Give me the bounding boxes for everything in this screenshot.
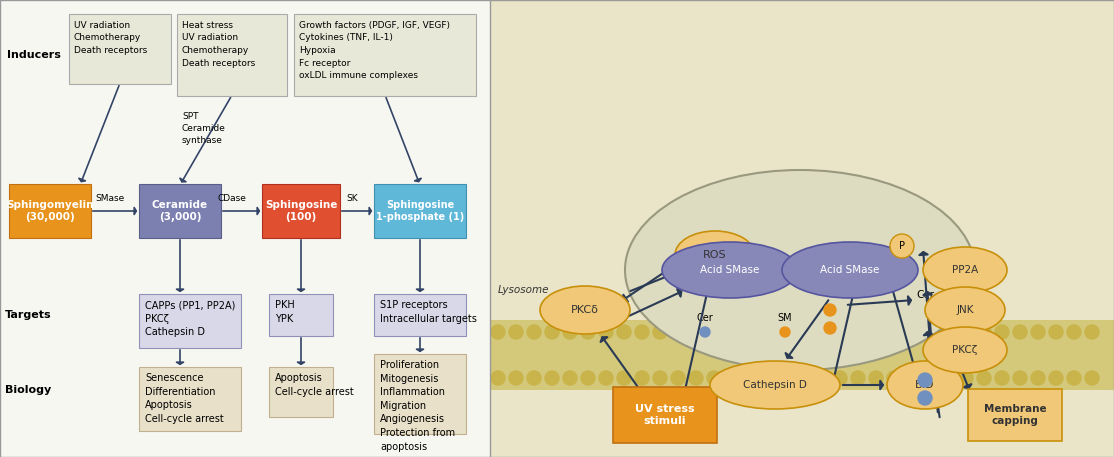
Circle shape <box>1085 325 1100 339</box>
Text: PKCδ: PKCδ <box>571 305 599 315</box>
Circle shape <box>869 325 883 339</box>
Circle shape <box>563 371 577 385</box>
Circle shape <box>582 371 595 385</box>
Circle shape <box>824 304 836 316</box>
Circle shape <box>918 391 932 405</box>
Circle shape <box>779 371 793 385</box>
Circle shape <box>635 325 649 339</box>
Circle shape <box>959 371 973 385</box>
Circle shape <box>509 325 522 339</box>
Ellipse shape <box>924 247 1007 293</box>
Circle shape <box>599 371 613 385</box>
Circle shape <box>1067 325 1081 339</box>
Circle shape <box>1030 371 1045 385</box>
FancyBboxPatch shape <box>69 14 172 84</box>
Circle shape <box>869 371 883 385</box>
Text: Growth factors (PDGF, IGF, VEGF)
Cytokines (TNF, IL-1)
Hypoxia
Fc receptor
oxLDL: Growth factors (PDGF, IGF, VEGF) Cytokin… <box>299 21 450 80</box>
FancyBboxPatch shape <box>268 367 333 417</box>
Circle shape <box>761 325 775 339</box>
Circle shape <box>890 234 913 258</box>
Text: Acid SMase: Acid SMase <box>701 265 760 275</box>
Circle shape <box>833 371 847 385</box>
Text: SK: SK <box>346 194 358 203</box>
Circle shape <box>653 325 667 339</box>
Text: PP2A: PP2A <box>951 265 978 275</box>
Circle shape <box>545 371 559 385</box>
FancyBboxPatch shape <box>613 387 717 443</box>
Circle shape <box>941 325 955 339</box>
Circle shape <box>995 325 1009 339</box>
FancyBboxPatch shape <box>139 294 241 348</box>
Circle shape <box>743 371 758 385</box>
Circle shape <box>671 325 685 339</box>
Bar <box>490 320 1114 390</box>
Circle shape <box>941 371 955 385</box>
Circle shape <box>1013 371 1027 385</box>
FancyBboxPatch shape <box>374 354 466 434</box>
Circle shape <box>959 325 973 339</box>
Text: ROS: ROS <box>703 250 726 260</box>
Ellipse shape <box>540 286 631 334</box>
Circle shape <box>977 325 991 339</box>
Circle shape <box>700 327 710 337</box>
Circle shape <box>1030 325 1045 339</box>
Text: Apoptosis
Cell-cycle arrest: Apoptosis Cell-cycle arrest <box>275 373 354 397</box>
Circle shape <box>1049 325 1063 339</box>
Circle shape <box>725 325 739 339</box>
Circle shape <box>688 325 703 339</box>
Circle shape <box>761 371 775 385</box>
Circle shape <box>1085 371 1100 385</box>
Text: Membrane
capping: Membrane capping <box>984 404 1046 426</box>
Text: Inducers: Inducers <box>7 50 61 60</box>
Text: PKH
YPK: PKH YPK <box>275 300 295 324</box>
Text: Sphingosine
1-phosphate (1): Sphingosine 1-phosphate (1) <box>375 200 465 223</box>
Text: SM: SM <box>822 280 838 290</box>
Circle shape <box>887 325 901 339</box>
Circle shape <box>797 325 811 339</box>
Circle shape <box>905 325 919 339</box>
Text: CDase: CDase <box>217 194 246 203</box>
Circle shape <box>725 371 739 385</box>
Circle shape <box>707 371 721 385</box>
Text: SM: SM <box>778 313 792 323</box>
Circle shape <box>688 371 703 385</box>
Circle shape <box>582 325 595 339</box>
Text: UV stress
stimuli: UV stress stimuli <box>635 404 695 426</box>
Circle shape <box>833 325 847 339</box>
Circle shape <box>815 325 829 339</box>
FancyBboxPatch shape <box>294 14 476 96</box>
Circle shape <box>851 325 864 339</box>
Text: Sphingosine
(100): Sphingosine (100) <box>265 200 338 223</box>
Circle shape <box>797 371 811 385</box>
Circle shape <box>815 371 829 385</box>
Text: S1P receptors
Intracellular targets: S1P receptors Intracellular targets <box>380 300 477 324</box>
Circle shape <box>653 371 667 385</box>
Text: Targets: Targets <box>4 310 51 320</box>
Text: SMase: SMase <box>96 194 125 203</box>
Circle shape <box>671 371 685 385</box>
Circle shape <box>1013 325 1027 339</box>
Circle shape <box>509 371 522 385</box>
Circle shape <box>887 371 901 385</box>
Ellipse shape <box>710 361 840 409</box>
Ellipse shape <box>662 242 798 298</box>
Text: Acid
SMase: Acid SMase <box>853 264 887 286</box>
Circle shape <box>1049 371 1063 385</box>
FancyBboxPatch shape <box>374 294 466 336</box>
Text: Cer: Cer <box>916 290 934 300</box>
Circle shape <box>563 325 577 339</box>
Ellipse shape <box>924 327 1007 373</box>
Text: Lysosome: Lysosome <box>498 285 549 295</box>
Circle shape <box>491 325 505 339</box>
FancyBboxPatch shape <box>9 184 91 238</box>
Circle shape <box>527 325 541 339</box>
Text: UV radiation
Chemotherapy
Death receptors: UV radiation Chemotherapy Death receptor… <box>74 21 147 55</box>
Circle shape <box>617 325 631 339</box>
Text: P: P <box>899 241 905 251</box>
Circle shape <box>527 371 541 385</box>
Text: Acid SMase: Acid SMase <box>820 265 880 275</box>
Circle shape <box>918 373 932 387</box>
Circle shape <box>1067 371 1081 385</box>
Text: SPT
Ceramide
synthase: SPT Ceramide synthase <box>182 112 226 144</box>
Text: Cer: Cer <box>696 313 713 323</box>
